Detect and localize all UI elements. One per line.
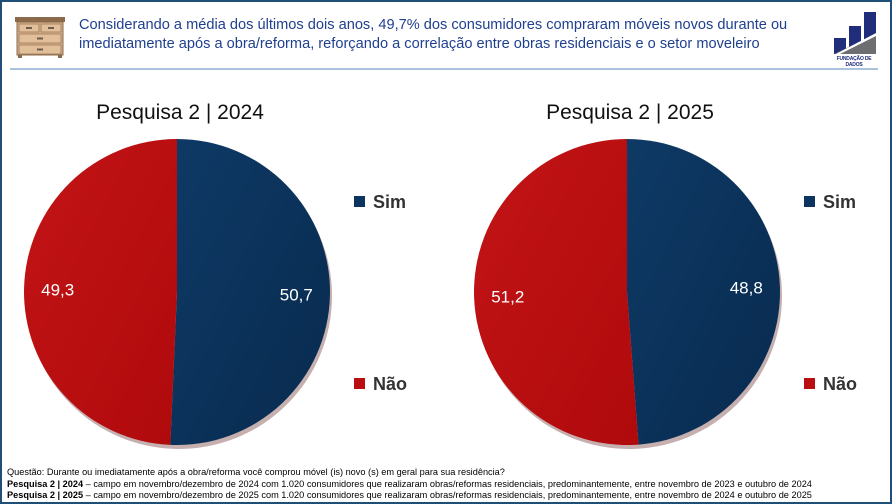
- footnote-survey-2024-label: Pesquisa 2 | 2024: [7, 478, 84, 489]
- footnote-survey-2025-text: – campo em novembro/dezembro de 2025 com…: [83, 490, 812, 500]
- footnote-survey-2025-label: Pesquisa 2 | 2025: [7, 490, 84, 500]
- slice-sim: [627, 139, 781, 445]
- legend-sim-2024: Sim: [354, 192, 406, 213]
- legend-nao-2024: Não: [354, 374, 407, 395]
- footnotes: Questão: Durante ou imediatamente após a…: [7, 467, 812, 502]
- legend-sim-2025: Sim: [804, 192, 856, 213]
- data-label-nao: 51,2: [491, 287, 524, 306]
- pie-title-2024: Pesquisa 2 | 2024: [96, 101, 264, 124]
- slice-nao: [23, 139, 177, 445]
- dresser-icon: [15, 17, 65, 58]
- legend-label-sim: Sim: [373, 192, 407, 212]
- footnote-survey-2025: Pesquisa 2 | 2025 – campo em novembro/de…: [7, 490, 812, 502]
- legend-swatch-nao: [354, 378, 365, 389]
- slide-header: Considerando a média dos últimos dois an…: [2, 2, 890, 68]
- slice-nao: [474, 139, 639, 445]
- legend-swatch-sim: [804, 196, 815, 207]
- legend-label-nao: Não: [373, 374, 408, 394]
- legend-nao-2025: Não: [804, 374, 857, 395]
- footnote-survey-2024-text: – campo em novembro/dezembro de 2024 com…: [83, 478, 812, 489]
- data-label-sim: 48,8: [730, 279, 763, 298]
- legend-label-sim: Sim: [823, 192, 857, 212]
- slice-sim: [170, 139, 330, 445]
- pie-2024: 50,7 49,3: [23, 139, 332, 449]
- legend-label-nao: Não: [823, 374, 858, 394]
- legend-swatch-sim: [354, 196, 365, 207]
- footnote-question: Questão: Durante ou imediatamente após a…: [7, 467, 505, 477]
- headline-line-2: imediatamente após a obra/reforma, refor…: [79, 36, 760, 52]
- headline: Considerando a média dos últimos dois an…: [79, 16, 799, 54]
- pie-charts: 50,7 49,3 48,8 51,2: [23, 139, 782, 449]
- data-label-sim: 50,7: [280, 286, 313, 305]
- data-label-nao: 49,3: [41, 280, 74, 299]
- footnote-survey-2024: Pesquisa 2 | 2024 – campo em novembro/de…: [7, 479, 812, 491]
- fundacao-de-dados-logo-icon: [832, 12, 878, 56]
- legend-swatch-nao: [804, 378, 815, 389]
- pie-title-2025: Pesquisa 2 | 2025: [546, 101, 714, 124]
- logo-text: FUNDAÇÃO DE DADOS: [836, 56, 872, 68]
- pie-2025: 48,8 51,2: [474, 139, 782, 449]
- headline-line-1: Considerando a média dos últimos dois an…: [79, 17, 788, 33]
- header-divider: [10, 68, 878, 70]
